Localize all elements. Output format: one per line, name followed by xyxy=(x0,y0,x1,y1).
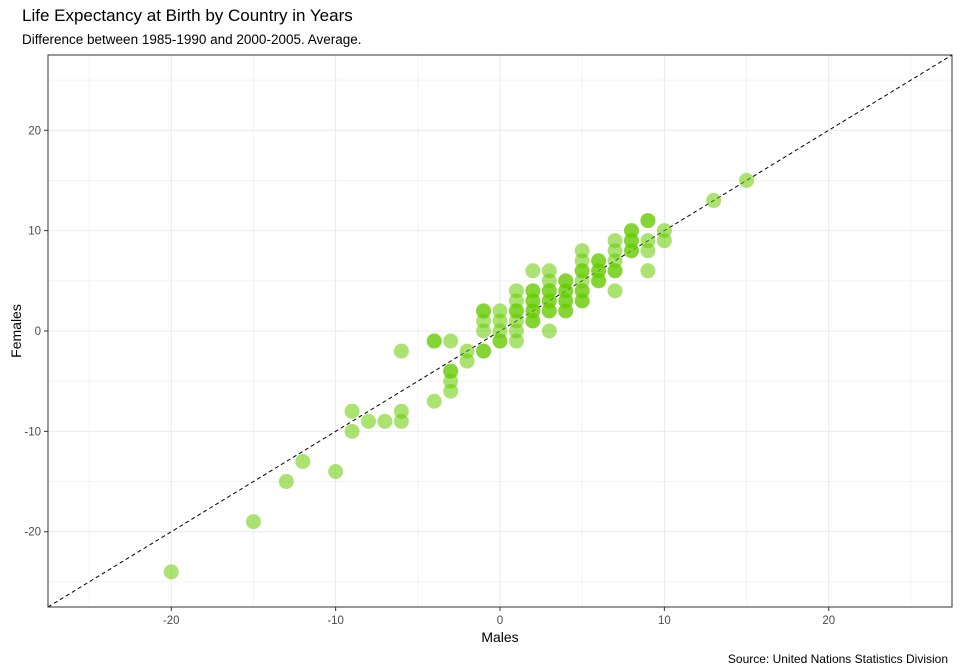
data-point xyxy=(558,273,574,289)
y-tick-label: 10 xyxy=(28,226,41,238)
y-tick-label: 0 xyxy=(35,326,41,338)
data-point xyxy=(295,453,311,469)
data-point xyxy=(476,303,492,319)
data-point xyxy=(656,223,672,239)
data-point xyxy=(459,343,475,359)
chart-subtitle: Difference between 1985-1990 and 2000-20… xyxy=(22,32,362,47)
data-point xyxy=(706,193,722,209)
data-point xyxy=(476,343,492,359)
x-axis-ticks: -20 -10 0 10 20 xyxy=(163,607,835,627)
data-point xyxy=(525,263,541,279)
data-point xyxy=(508,283,524,299)
x-tick-label: -20 xyxy=(163,615,180,627)
x-tick-label: 20 xyxy=(822,615,835,627)
y-axis-ticks: -20 -10 0 10 20 xyxy=(24,125,48,539)
data-point xyxy=(739,172,755,188)
data-point xyxy=(393,403,409,419)
data-point xyxy=(492,303,508,319)
y-tick-label: 20 xyxy=(28,125,41,137)
data-point xyxy=(426,333,442,349)
x-tick-label: 10 xyxy=(658,615,671,627)
data-point xyxy=(525,283,541,299)
data-point xyxy=(426,393,442,409)
data-point xyxy=(443,363,459,379)
data-point xyxy=(574,243,590,259)
data-point xyxy=(361,413,377,429)
data-point xyxy=(344,403,360,419)
data-point xyxy=(607,233,623,249)
data-point xyxy=(607,283,623,299)
data-point xyxy=(443,333,459,349)
data-points xyxy=(163,172,755,580)
data-point xyxy=(377,413,393,429)
x-tick-label: -10 xyxy=(327,615,344,627)
reference-diagonal-line xyxy=(47,54,953,608)
data-point xyxy=(640,213,656,229)
data-point xyxy=(640,233,656,249)
data-point xyxy=(591,253,607,269)
chart-title: Life Expectancy at Birth by Country in Y… xyxy=(22,6,353,25)
data-point xyxy=(163,564,179,580)
data-point xyxy=(278,474,294,490)
y-tick-label: -20 xyxy=(24,527,41,539)
data-point xyxy=(640,263,656,279)
data-point xyxy=(541,263,557,279)
data-point xyxy=(393,343,409,359)
x-tick-label: 0 xyxy=(497,615,503,627)
data-point xyxy=(344,423,360,439)
y-tick-label: -10 xyxy=(24,426,41,438)
x-axis-title: Males xyxy=(481,629,518,645)
data-point xyxy=(623,223,639,239)
data-point xyxy=(541,323,557,339)
source-caption: Source: United Nations Statistics Divisi… xyxy=(727,652,948,666)
data-point xyxy=(328,464,344,480)
data-point xyxy=(245,514,261,530)
y-axis-title: Females xyxy=(8,304,24,358)
